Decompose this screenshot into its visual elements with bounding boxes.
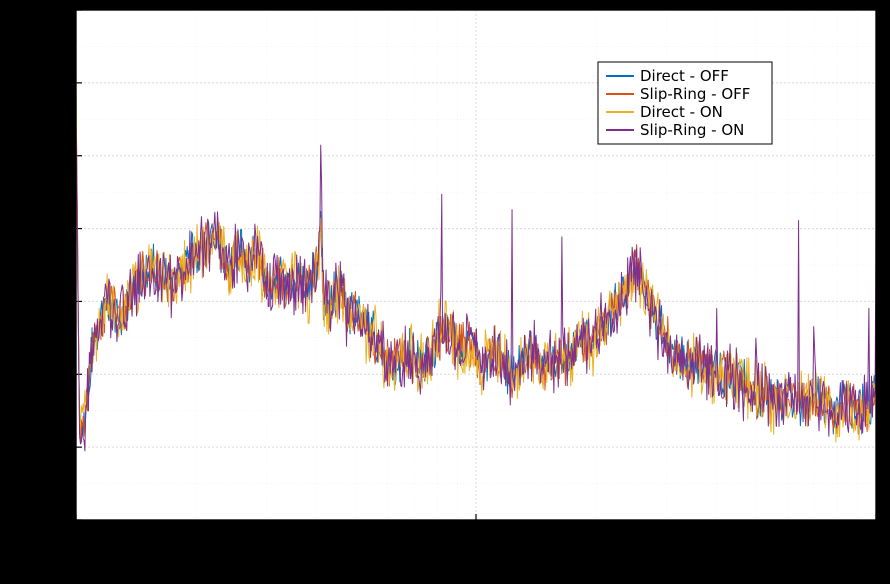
chart-frame: Direct - OFFSlip-Ring - OFFDirect - ONSl… [0,0,890,584]
legend-label: Direct - ON [640,103,723,121]
chart-svg: Direct - OFFSlip-Ring - OFFDirect - ONSl… [0,0,890,584]
legend-label: Slip-Ring - OFF [640,85,750,103]
legend-label: Slip-Ring - ON [640,121,744,139]
legend-label: Direct - OFF [640,67,729,85]
